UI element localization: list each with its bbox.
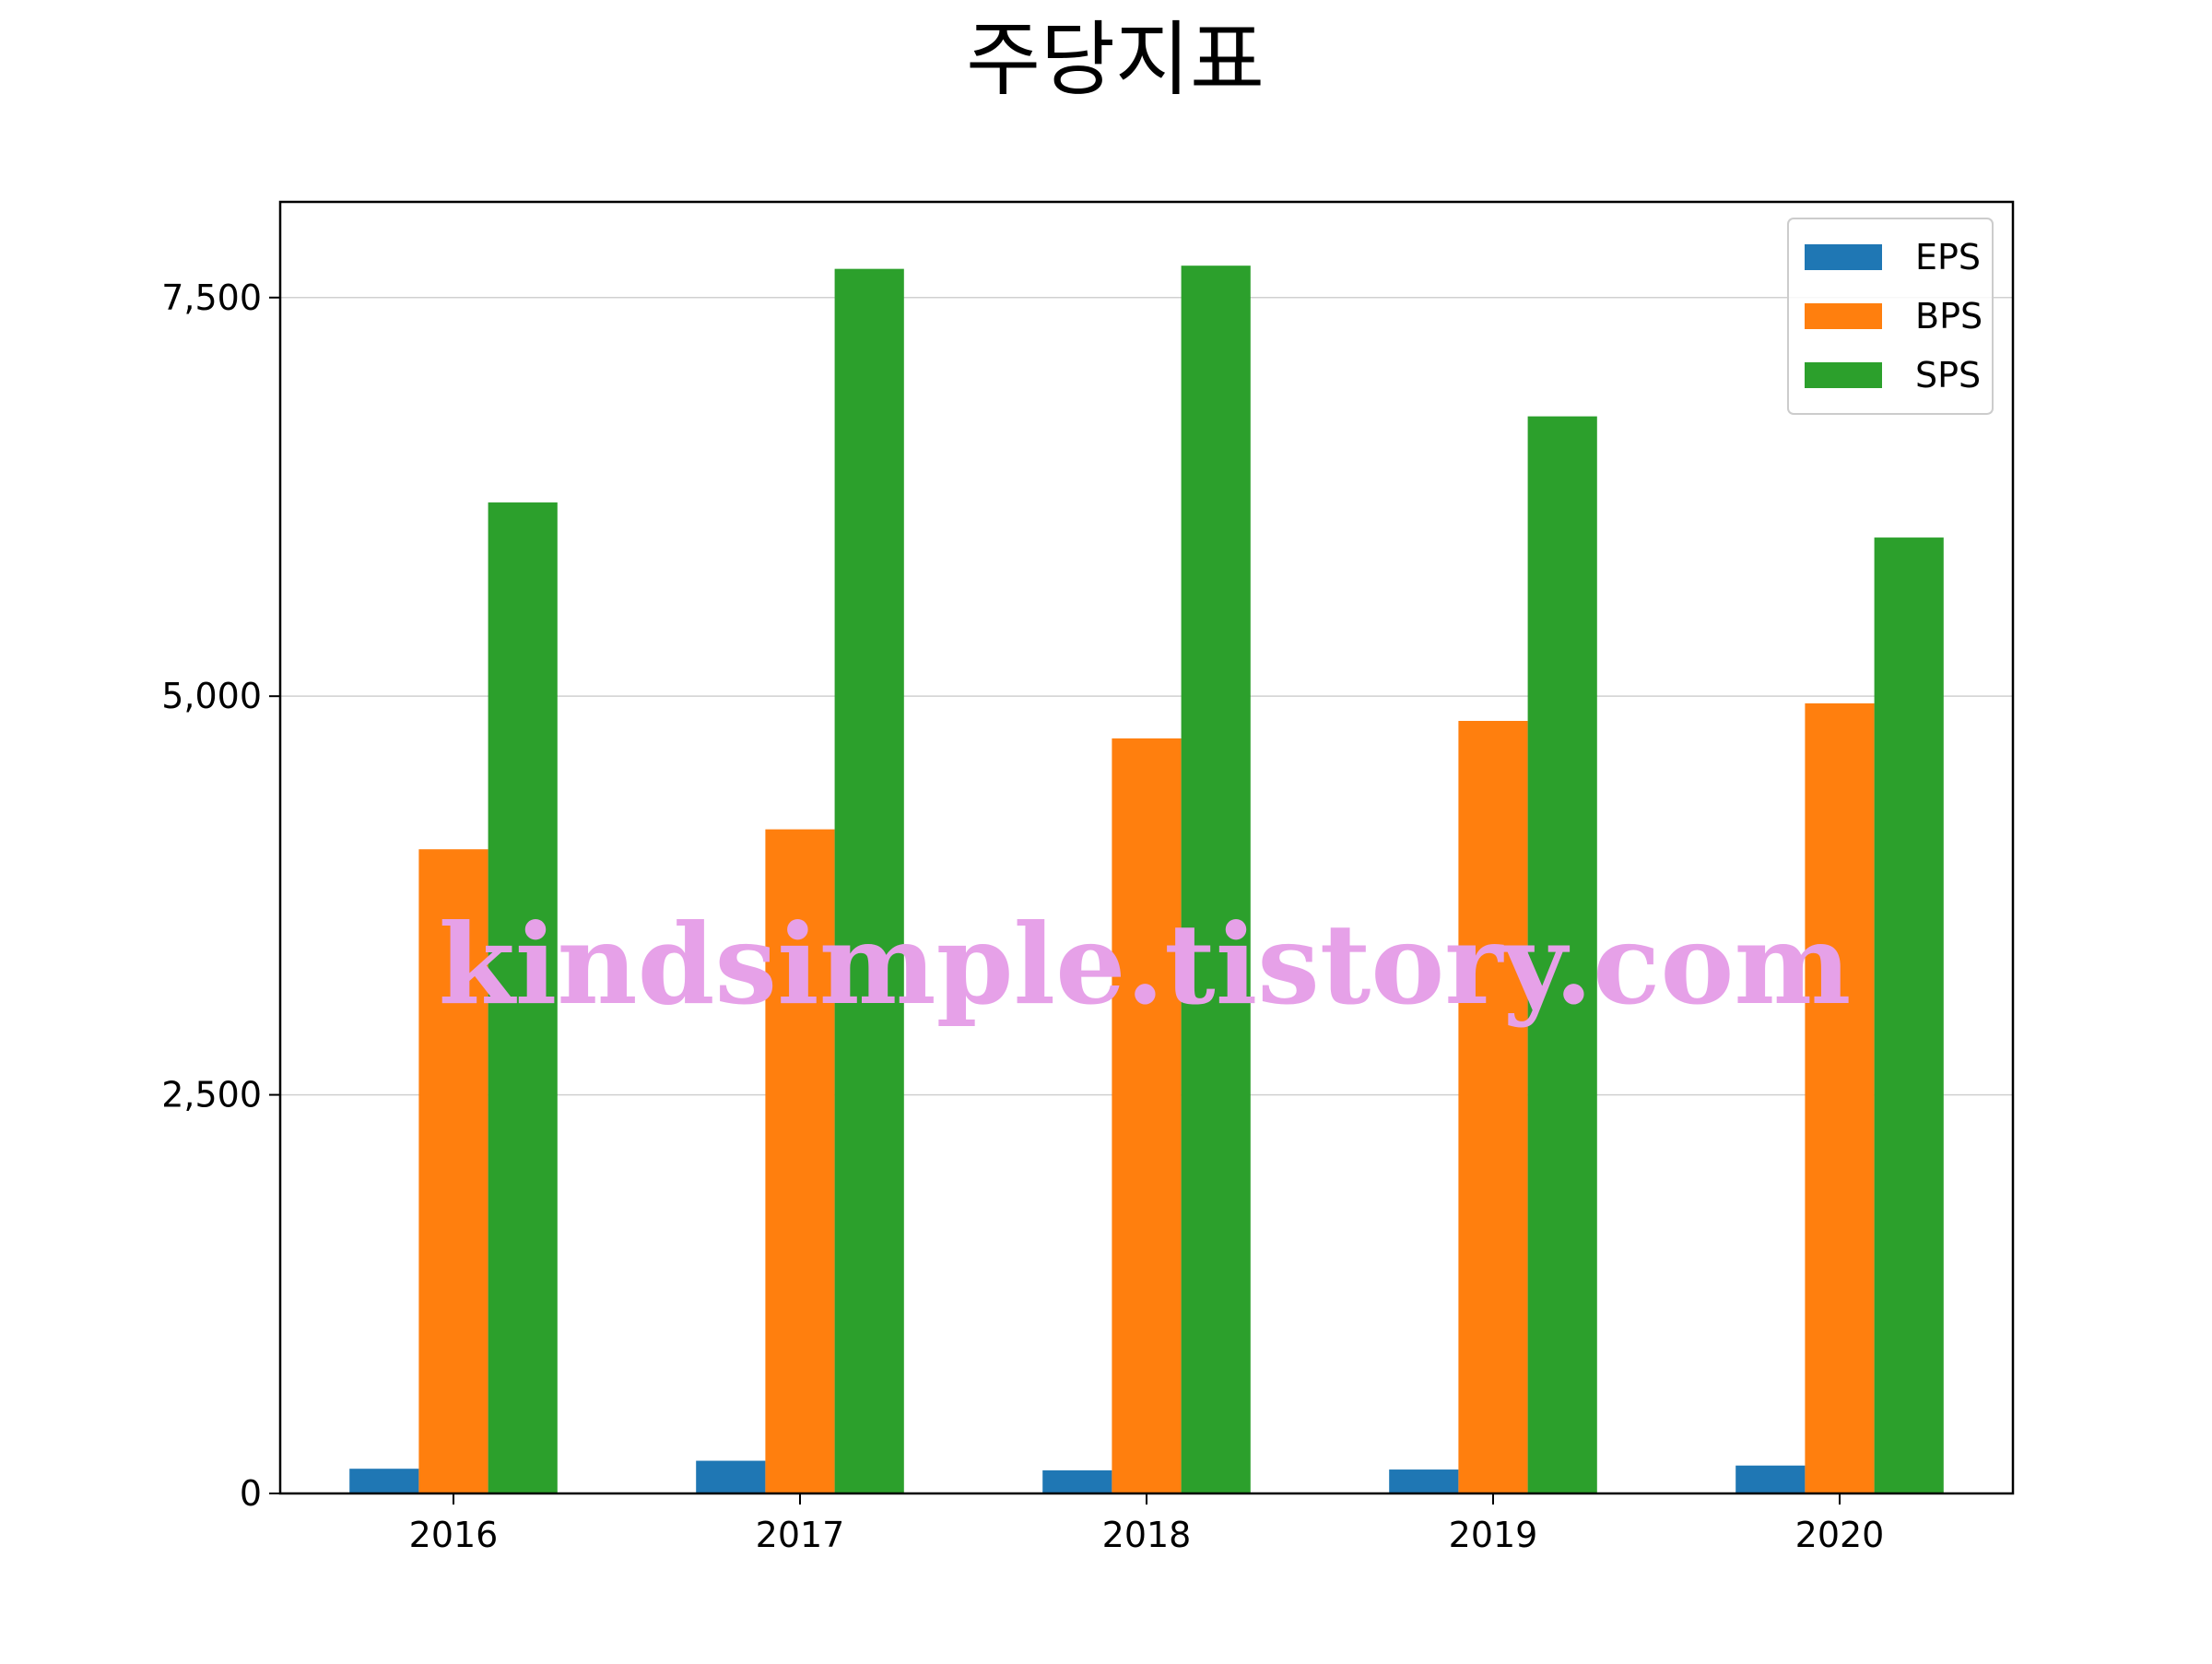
- x-tick-label: 2020: [1795, 1515, 1885, 1555]
- x-axis: 2016 2017 2018 2019 2020: [409, 1493, 1885, 1555]
- bar-eps-2019: [1389, 1469, 1459, 1493]
- legend-label-eps: EPS: [1915, 237, 1981, 277]
- bar-bps-2018: [1112, 738, 1182, 1493]
- bar-bps-2020: [1805, 702, 1875, 1493]
- x-tick-label: 2017: [756, 1515, 845, 1555]
- x-tick-label: 2018: [1102, 1515, 1192, 1555]
- legend-label-sps: SPS: [1915, 355, 1981, 395]
- chart-title: 주당지표: [966, 12, 1265, 107]
- y-tick-label: 2,500: [161, 1075, 262, 1115]
- bar-sps-2018: [1181, 266, 1251, 1493]
- bar-sps-2020: [1874, 537, 1944, 1493]
- legend-label-bps: BPS: [1915, 296, 1983, 336]
- bar-sps-2017: [834, 268, 904, 1494]
- bar-eps-2018: [1042, 1469, 1112, 1493]
- bar-bps-2019: [1458, 720, 1528, 1493]
- legend-swatch-sps: [1805, 362, 1882, 388]
- bar-sps-2016: [488, 502, 558, 1493]
- legend: EPS BPS SPS: [1787, 218, 1994, 415]
- x-tick-label: 2019: [1449, 1515, 1538, 1555]
- bar-bps-2016: [418, 849, 488, 1493]
- bar-sps-2019: [1527, 416, 1597, 1493]
- bar-eps-2017: [696, 1460, 766, 1493]
- watermark-text: kindsimple.tistory.com: [439, 900, 1852, 1030]
- y-tick-label: 5,000: [161, 676, 262, 716]
- legend-swatch-bps: [1805, 303, 1882, 329]
- bars: [349, 266, 1944, 1494]
- legend-swatch-eps: [1805, 244, 1882, 270]
- y-tick-label: 7,500: [161, 277, 262, 318]
- watermark-layer: kindsimple.tistory.com: [439, 900, 1852, 1030]
- y-tick-label: 0: [240, 1473, 262, 1514]
- bar-eps-2016: [349, 1469, 419, 1493]
- y-axis: 0 2,500 5,000 7,500: [161, 277, 280, 1514]
- x-tick-label: 2016: [409, 1515, 499, 1555]
- bar-eps-2020: [1735, 1465, 1806, 1493]
- bar-bps-2017: [765, 829, 835, 1493]
